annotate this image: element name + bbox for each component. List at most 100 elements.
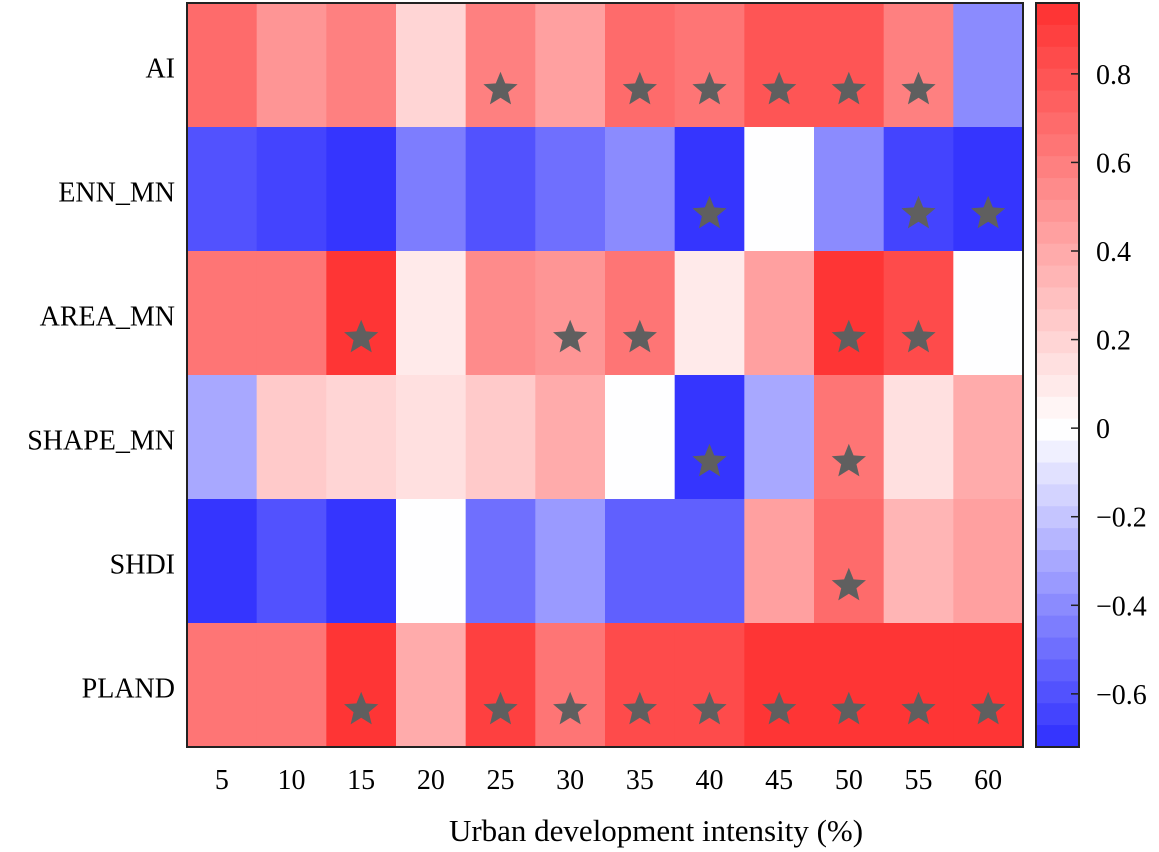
heatmap-cell <box>396 3 467 128</box>
star-icon <box>762 71 797 105</box>
heatmap-cell <box>674 251 745 376</box>
colorbar-step <box>1036 331 1079 354</box>
colorbar-step <box>1036 178 1079 201</box>
colorbar-step <box>1036 484 1079 507</box>
colorbar-step <box>1036 3 1079 26</box>
colorbar-step <box>1036 528 1079 551</box>
y-tick-label: SHAPE_MN <box>27 425 175 456</box>
star-icon <box>692 691 727 725</box>
heatmap-cell <box>744 251 815 376</box>
heatmap-cell <box>326 251 397 376</box>
heatmap-cell <box>256 127 327 252</box>
heatmap-cell <box>744 375 815 500</box>
y-tick-label: PLAND <box>82 673 175 704</box>
heatmap-cell <box>605 3 676 128</box>
colorbar-tick-label: 0.4 <box>1096 237 1131 268</box>
heatmap-cell <box>396 127 467 252</box>
colorbar-step <box>1036 68 1079 92</box>
colorbar-step <box>1036 659 1079 682</box>
colorbar-step <box>1036 90 1079 113</box>
star-icon <box>971 195 1006 229</box>
star-icon <box>622 691 657 725</box>
heatmap-cell <box>814 499 885 624</box>
star-icon <box>901 71 936 105</box>
heatmap-cell <box>256 375 327 500</box>
heatmap-cell <box>953 127 1024 252</box>
heatmap-cell <box>814 623 885 748</box>
heatmap-cell <box>187 3 258 128</box>
x-tick-label: 5 <box>215 765 229 796</box>
x-tick-label: 60 <box>974 765 1002 796</box>
x-tick-label: 55 <box>905 765 933 796</box>
heatmap-cell <box>953 375 1024 500</box>
star-icon <box>344 319 379 353</box>
colorbar-step <box>1036 440 1079 464</box>
star-icon <box>901 691 936 725</box>
heatmap-cell <box>187 127 258 252</box>
heatmap-cell <box>535 623 606 748</box>
heatmap-cell <box>465 375 536 500</box>
colorbar-step <box>1036 637 1079 660</box>
heatmap-cell <box>744 623 815 748</box>
heatmap-cell <box>883 375 954 500</box>
star-icon <box>553 319 588 353</box>
colorbar-step <box>1036 243 1079 267</box>
heatmap-cell <box>674 127 745 252</box>
star-icon <box>831 691 866 725</box>
heatmap-cell <box>953 499 1024 624</box>
heatmap-cell <box>953 623 1024 748</box>
star-icon <box>831 319 866 353</box>
heatmap-cell <box>326 499 397 624</box>
heatmap-cell <box>256 3 327 128</box>
heatmap-cell <box>187 623 258 748</box>
colorbar-step <box>1036 550 1079 573</box>
heatmap-cell <box>605 127 676 252</box>
y-tick-label: AREA_MN <box>40 301 175 332</box>
colorbar-step <box>1036 571 1079 595</box>
colorbar-tick-label: 0.8 <box>1096 60 1131 91</box>
heatmap-cell <box>674 3 745 128</box>
colorbar-step <box>1036 462 1079 485</box>
heatmap-cell <box>814 251 885 376</box>
colorbar-step <box>1036 265 1079 288</box>
heatmap-cell <box>674 375 745 500</box>
colorbar-step <box>1036 396 1079 420</box>
colorbar-step <box>1036 309 1079 332</box>
heatmap-cell <box>535 375 606 500</box>
colorbar-step <box>1036 725 1079 748</box>
x-tick-label: 15 <box>347 765 375 796</box>
heatmap-cell <box>465 499 536 624</box>
colorbar-step <box>1036 593 1079 617</box>
heatmap-cell <box>535 251 606 376</box>
heatmap-cell <box>256 623 327 748</box>
star-icon <box>622 71 657 105</box>
heatmap-cell <box>326 375 397 500</box>
star-icon <box>692 195 727 229</box>
colorbar-step <box>1036 221 1079 245</box>
heatmap-cell <box>465 3 536 128</box>
star-icon <box>692 71 727 105</box>
heatmap-cell <box>674 623 745 748</box>
x-tick-label: 50 <box>835 765 863 796</box>
colorbar-step <box>1036 615 1079 639</box>
plot-frame <box>186 2 1024 748</box>
star-icon <box>622 319 657 353</box>
heatmap-cell <box>814 375 885 500</box>
y-tick-label: SHDI <box>110 549 175 580</box>
colorbar-tick-label: 0.2 <box>1096 326 1131 357</box>
heatmap-cell <box>744 499 815 624</box>
heatmap-cells <box>187 3 1024 748</box>
x-tick-labels: 5 10 15 20 25 30 35 40 45 50 55 60 <box>215 765 1002 796</box>
colorbar-step <box>1036 287 1079 310</box>
star-icon <box>483 691 518 725</box>
x-tick-label: 10 <box>278 765 306 796</box>
heatmap-cell <box>256 251 327 376</box>
heatmap-cell <box>396 499 467 624</box>
star-icon <box>692 443 727 477</box>
star-icon <box>831 567 866 601</box>
heatmap-cell <box>326 127 397 252</box>
significance-markers <box>344 71 1006 725</box>
heatmap-cell <box>187 251 258 376</box>
colorbar-step <box>1036 156 1079 179</box>
heatmap-cell <box>605 623 676 748</box>
